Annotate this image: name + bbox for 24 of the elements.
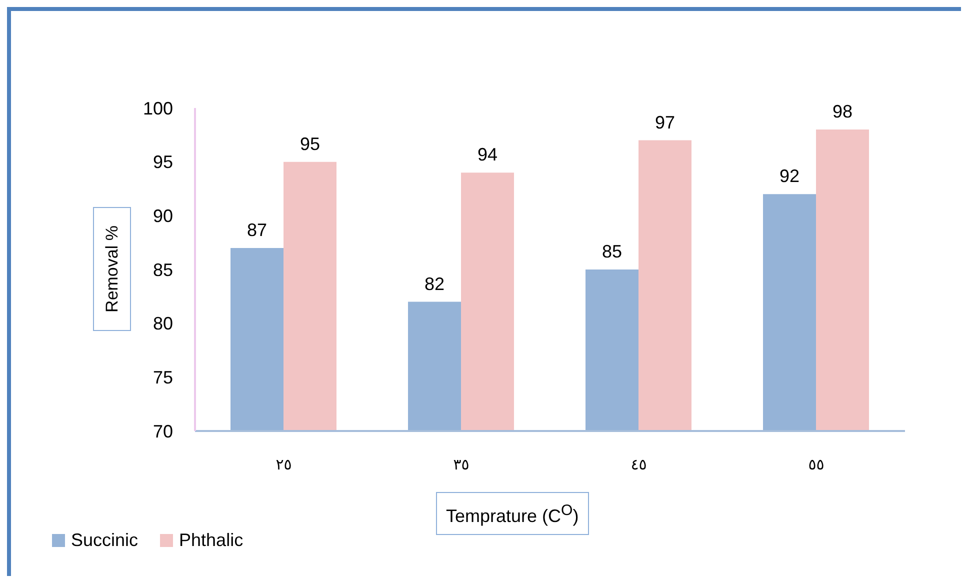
data-label: 85 [602, 242, 622, 262]
data-label: 87 [246, 220, 268, 240]
data-label: 95 [300, 134, 320, 154]
x-tick-label: ٤٥ [630, 456, 647, 474]
x-tick-label: ٣٥ [453, 456, 470, 474]
y-tick-label: 75 [152, 368, 173, 388]
y-tick-label: 85 [152, 260, 173, 280]
y-tick-label: 70 [152, 421, 173, 442]
data-label: 97 [654, 112, 676, 132]
x-tick-label: ٢٥ [276, 456, 292, 474]
data-label: 98 [832, 102, 853, 122]
data-label: 92 [779, 166, 800, 186]
x-axis-title: Temprature (C$^{O}$) [446, 501, 579, 528]
data-label: 94 [477, 144, 498, 165]
y-tick-label: 80 [152, 314, 173, 334]
y-tick-label: 100 [142, 98, 173, 118]
y-axis-title: Removal % [102, 226, 122, 312]
y-tick-label: 90 [152, 206, 173, 226]
legend-label: Phthalic [179, 530, 244, 551]
data-label: 82 [424, 274, 445, 294]
legend-label: Succinic [71, 530, 138, 551]
x-tick-label: ٥٥ [808, 456, 824, 474]
label-frame: Temprature (C$^{O}$) [436, 492, 589, 535]
y-tick-label: 95 [152, 152, 173, 172]
